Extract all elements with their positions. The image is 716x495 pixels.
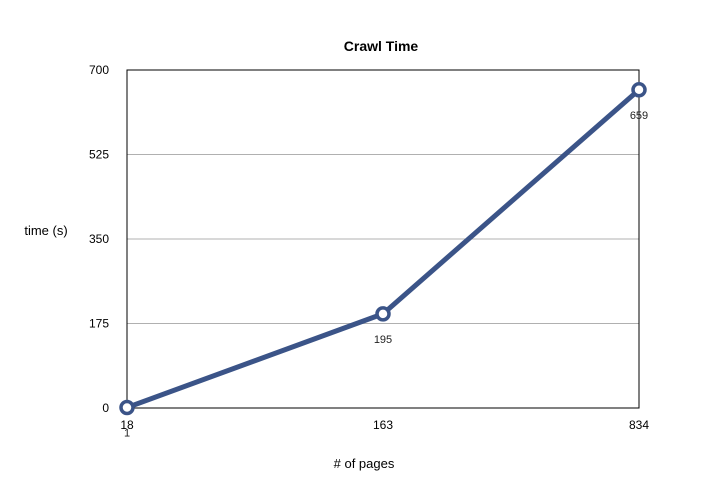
series-crawl-time	[119, 82, 647, 416]
plot-frame	[126, 69, 640, 409]
data-point	[631, 82, 647, 98]
data-point	[375, 306, 391, 322]
y-tick-label: 0	[102, 401, 109, 415]
data-point	[119, 399, 135, 416]
data-label: 1	[124, 428, 130, 440]
grid-lines	[127, 154, 639, 324]
x-tick-label: 834	[629, 418, 649, 432]
y-tick-label: 175	[89, 317, 109, 331]
chart-title: Crawl Time	[344, 38, 419, 54]
y-tick-label: 525	[89, 148, 109, 162]
data-label: 195	[374, 334, 392, 346]
y-tick-label: 350	[89, 232, 109, 246]
x-tick-label: 163	[373, 418, 393, 432]
y-tick-labels: 0 175 350 525 700	[89, 63, 109, 415]
data-labels: 1 195 659	[124, 110, 648, 440]
series-line	[124, 87, 642, 411]
x-tick-labels: 18 163 834	[120, 418, 649, 432]
y-axis-label: time (s)	[24, 223, 67, 238]
x-axis-label: # of pages	[334, 456, 395, 471]
data-label: 659	[630, 110, 648, 122]
y-tick-label: 700	[89, 63, 109, 77]
x-tick-label: 18	[120, 418, 134, 432]
